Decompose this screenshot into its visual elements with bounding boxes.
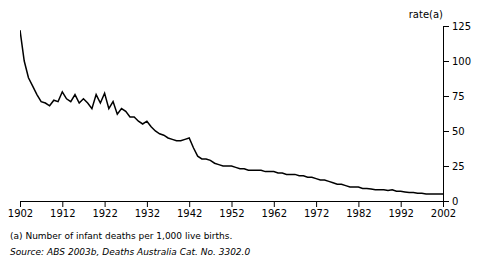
y-tick: 125 bbox=[443, 21, 471, 32]
x-tick-mark bbox=[274, 201, 275, 207]
x-tick: 1932 bbox=[135, 201, 160, 219]
x-tick: 1982 bbox=[346, 201, 371, 219]
y-tick-mark bbox=[443, 96, 449, 97]
y-tick: 75 bbox=[443, 91, 465, 102]
x-tick-mark bbox=[147, 201, 148, 207]
x-tick: 1992 bbox=[388, 201, 413, 219]
y-tick-mark bbox=[443, 26, 449, 27]
x-tick-label: 1982 bbox=[346, 208, 371, 219]
y-tick-label: 25 bbox=[452, 161, 465, 172]
footnotes: (a) Number of infant deaths per 1,000 li… bbox=[10, 231, 250, 257]
footnote: Source: ABS 2003b, Deaths Australia Cat.… bbox=[10, 247, 250, 257]
x-tick-label: 1952 bbox=[219, 208, 244, 219]
y-tick-label: 50 bbox=[452, 126, 465, 137]
y-tick-label: 0 bbox=[452, 196, 458, 207]
x-tick-label: 1922 bbox=[92, 208, 117, 219]
x-tick: 1972 bbox=[304, 201, 329, 219]
x-tick-label: 1912 bbox=[50, 208, 75, 219]
y-tick-label: 75 bbox=[452, 91, 465, 102]
y-tick: 25 bbox=[443, 161, 465, 172]
y-axis: 0 25 50 75 100 125 bbox=[443, 21, 471, 207]
x-tick-label: 2002 bbox=[431, 208, 456, 219]
x-tick-label: 1932 bbox=[135, 208, 160, 219]
y-tick-mark bbox=[443, 166, 449, 167]
y-tick: 0 bbox=[443, 196, 458, 207]
y-axis-label: rate(a) bbox=[409, 9, 443, 20]
x-tick-mark bbox=[62, 201, 63, 207]
chart: 1902 1912 1922 1932 1942 1952 1962 1972 1982 1992… bbox=[0, 0, 483, 267]
y-tick: 50 bbox=[443, 126, 465, 137]
marks bbox=[20, 30, 443, 194]
x-tick-label: 1992 bbox=[388, 208, 413, 219]
y-tick-mark bbox=[443, 131, 449, 132]
y-tick-label: 125 bbox=[452, 21, 471, 32]
y-tick-label: 100 bbox=[452, 56, 471, 67]
x-tick-label: 1942 bbox=[177, 208, 202, 219]
x-tick: 1962 bbox=[262, 201, 287, 219]
x-tick-mark bbox=[316, 201, 317, 207]
y-axis-line bbox=[444, 27, 450, 202]
x-tick-label: 1972 bbox=[304, 208, 329, 219]
x-tick-mark bbox=[401, 201, 402, 207]
x-tick: 1902 bbox=[8, 201, 33, 219]
plot-area: 1902 1912 1922 1932 1942 1952 1962 1972 1982 1992… bbox=[8, 9, 471, 219]
series-line bbox=[20, 30, 443, 194]
x-tick-mark bbox=[232, 201, 233, 207]
x-tick: 1942 bbox=[177, 201, 202, 219]
x-tick: 1912 bbox=[50, 201, 75, 219]
x-tick-mark bbox=[189, 201, 190, 207]
x-tick-mark bbox=[105, 201, 106, 207]
x-tick-label: 1962 bbox=[262, 208, 287, 219]
x-axis-line bbox=[21, 202, 444, 208]
x-tick-mark bbox=[358, 201, 359, 207]
y-tick-mark bbox=[443, 61, 449, 62]
footnote: (a) Number of infant deaths per 1,000 li… bbox=[10, 231, 232, 241]
x-tick: 1922 bbox=[92, 201, 117, 219]
x-tick-label: 1902 bbox=[8, 208, 33, 219]
x-tick: 1952 bbox=[219, 201, 244, 219]
x-tick-mark bbox=[20, 201, 21, 207]
y-tick: 100 bbox=[443, 56, 471, 67]
x-axis: 1902 1912 1922 1932 1942 1952 1962 1972 1982 1992… bbox=[8, 201, 456, 219]
y-tick-mark bbox=[443, 201, 449, 202]
